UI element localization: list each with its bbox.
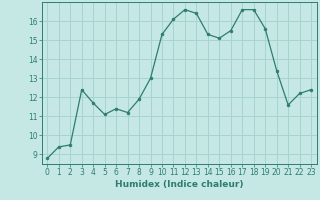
- X-axis label: Humidex (Indice chaleur): Humidex (Indice chaleur): [115, 180, 244, 189]
